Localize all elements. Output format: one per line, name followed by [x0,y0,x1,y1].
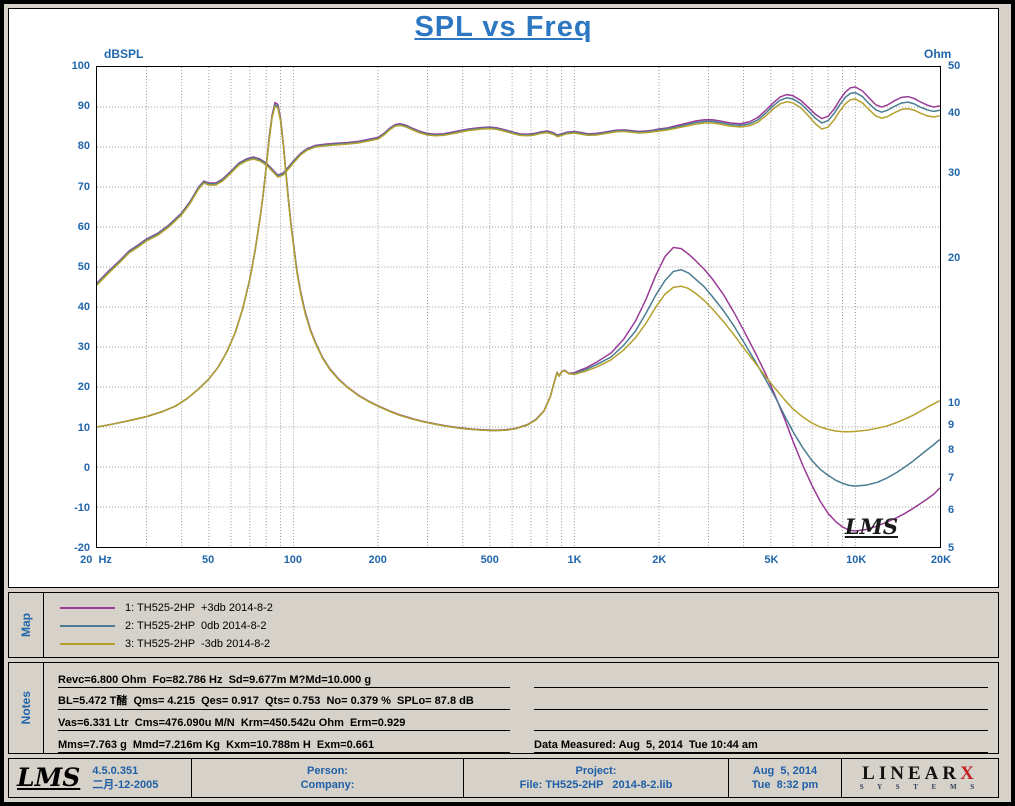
legend: 1: TH525-2HP +3db 2014-8-2 2: TH525-2HP … [44,593,998,657]
x-tick: 20K [930,554,952,566]
y-right-tick: 10 [948,396,961,409]
y-left-tick: 100 [71,60,90,72]
legend-label-2: 2: TH525-2HP 0db 2014-8-2 [125,619,267,632]
y-left-tick: 80 [77,140,90,153]
map-panel: Map 1: TH525-2HP +3db 2014-8-2 2: TH525-… [8,592,999,658]
chart-panel: SPL vs Freq dBSPL Ohm LMS 100 90 80 70 60 50 4… [8,8,999,588]
y-right-tick: 9 [948,418,955,431]
y-right-tick: 40 [948,106,961,119]
x-tick: 5K [764,554,779,566]
footer-bar: LMS 4.5.0.351 二月-12-2005 Person: Company… [8,758,999,798]
note-row-blank-3 [534,710,988,732]
legend-item: 3: TH525-2HP -3db 2014-8-2 [60,636,998,651]
curve-spl-1 [97,86,940,284]
legend-item: 2: TH525-2HP 0db 2014-8-2 [60,618,998,633]
y-left-tick: 70 [77,180,90,193]
note-row-data-measured: Data Measured: Aug 5, 2014 Tue 10:44 am [534,731,988,753]
curve-imp-3 [97,105,940,433]
x-tick: 100 [283,554,303,566]
legend-label-3: 3: TH525-2HP -3db 2014-8-2 [125,637,271,650]
linearx-logo-cell: LINEARX S Y S T E M S [842,759,998,797]
y-right-tick: 8 [948,443,955,456]
plot-area: LMS [96,66,941,548]
x-tick: 500 [480,554,499,566]
legend-item: 1: TH525-2HP +3db 2014-8-2 [60,600,998,615]
y-left-tick: 40 [77,301,90,313]
x-tick: 2K [652,554,667,566]
version-block: 4.5.0.351 二月-12-2005 [92,764,158,792]
y-right-tick: 7 [948,471,955,484]
legend-label-1: 1: TH525-2HP +3db 2014-8-2 [125,601,273,614]
y-right-tick: 30 [948,166,961,179]
lms-watermark: LMS [844,514,898,539]
notes-grid: Revc=6.800 Ohm Fo=82.786 Hz Sd=9.677m M?… [44,663,998,753]
x-tick: 50 [201,554,215,566]
y-right-tick: 5 [948,542,955,554]
footer-person-cell: Person: Company: [192,759,464,797]
chart-title: SPL vs Freq [414,11,593,43]
y-right-tick: 6 [948,503,955,516]
person-label: Person: [307,765,348,777]
x-tick: 20 Hz [80,554,112,566]
legend-swatch-1 [60,606,115,609]
left-axis-unit-label: dBSPL [104,47,144,61]
linearx-word: LINEAR [862,763,961,784]
map-side-label: Map [19,613,33,637]
y-left-tick: -20 [74,542,90,554]
note-row-blank-2 [534,688,988,710]
notes-left-column: Revc=6.800 Ohm Fo=82.786 Hz Sd=9.677m M?… [58,666,510,753]
footer-date-cell: Aug 5, 2014 Tue 8:32 pm [729,759,842,797]
linearx-logo: LINEARX [862,764,978,783]
company-label: Company: [300,779,355,791]
notes-right-column: Data Measured: Aug 5, 2014 Tue 10:44 am [534,666,988,753]
app-version: 4.5.0.351 [92,765,139,777]
notes-panel: Notes Revc=6.800 Ohm Fo=82.786 Hz Sd=9.6… [8,662,999,754]
linearx-x: X [960,763,978,784]
note-row-bl: BL=5.472 T醏 Qms= 4.215 Qes= 0.917 Qts= 0… [58,688,510,710]
curve-spl-2 [97,91,940,285]
y-left-tick: -10 [74,501,90,514]
y-left-tick: 30 [77,341,90,354]
project-label: Project: [575,765,617,777]
lms-logo: LMS [17,763,81,792]
linearx-systems: S Y S T E M S [859,783,981,791]
x-tick: 1K [567,554,582,566]
note-row-blank-1 [534,666,988,688]
y-right-tick: 50 [948,60,961,72]
footer-date: Aug 5, 2014 [752,765,818,777]
footer-version-cell: LMS 4.5.0.351 二月-12-2005 [9,759,192,797]
note-row-mms: Mms=7.763 g Mmd=7.216m Kg Kxm=10.788m H … [58,731,510,753]
curve-spl-3 [97,98,940,286]
x-tick: 200 [368,554,387,566]
legend-swatch-3 [60,642,115,645]
plot-svg [97,67,940,547]
file-label: File: TH525-2HP 2014-8-2.lib [519,779,673,791]
footer-time: Tue 8:32 pm [751,779,819,791]
curve-imp-2 [97,103,940,487]
y-left-tick: 0 [83,461,90,474]
y-right-tick: 20 [948,251,961,264]
map-side-label-cell: Map [9,593,44,657]
app-build-date: 二月-12-2005 [92,779,159,791]
y-left-tick: 10 [77,421,90,434]
x-tick: 10K [846,554,867,566]
footer-project-cell: Project: File: TH525-2HP 2014-8-2.lib [464,759,729,797]
y-left-tick: 90 [77,100,90,113]
note-row-revc: Revc=6.800 Ohm Fo=82.786 Hz Sd=9.677m M?… [58,666,510,688]
notes-side-label: Notes [19,691,33,725]
y-left-tick: 60 [77,220,90,233]
y-left-tick: 20 [77,381,90,394]
legend-swatch-2 [60,624,115,627]
note-row-vas: Vas=6.331 Ltr Cms=476.090u M/N Krm=450.5… [58,710,510,732]
notes-side-label-cell: Notes [9,663,44,753]
right-axis-unit-label: Ohm [924,47,952,61]
y-left-tick: 50 [77,260,90,273]
